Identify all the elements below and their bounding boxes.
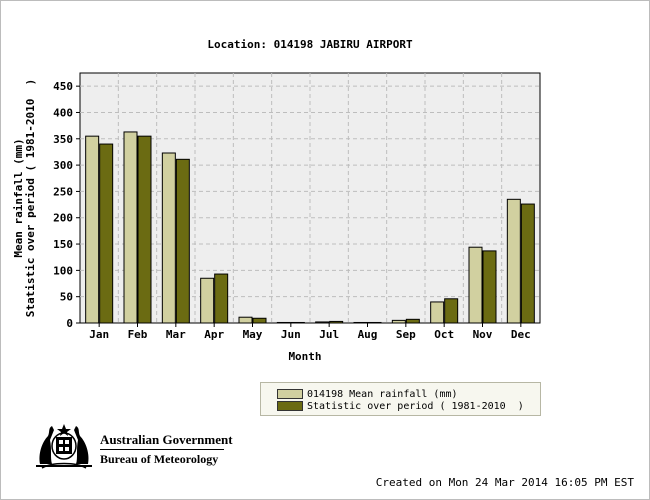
x-tick-label-dec: Dec — [511, 328, 531, 341]
bar-jun-statistic — [290, 321, 305, 324]
coat-of-arms-icon — [36, 424, 92, 469]
legend-label-statistic: Statistic over period ( 1981-2010 ) — [307, 400, 524, 412]
bar-jul-mean — [315, 321, 330, 324]
bar-jan-statistic — [99, 143, 114, 324]
y-tick-label: 200 — [53, 212, 73, 225]
bar-oct-statistic — [444, 298, 459, 324]
legend-swatch-statistic — [277, 401, 303, 411]
legend-item-mean: 014198 Mean rainfall (mm) — [277, 388, 458, 400]
x-tick-label-aug: Aug — [358, 328, 378, 341]
bar-mar-statistic — [175, 158, 190, 324]
chart-title: Location: 014198 JABIRU AIRPORT — [207, 38, 413, 51]
legend-swatch-mean — [277, 389, 303, 399]
bar-dec-statistic — [520, 203, 535, 324]
agency-name: Bureau of Meteorology — [100, 452, 219, 466]
x-tick-label-may: May — [243, 328, 263, 341]
y-axis-ticks: 0 50 100 150 200 250 300 350 400 450 — [53, 80, 80, 330]
legend: 014198 Mean rainfall (mm) Statistic over… — [260, 382, 541, 416]
bar-apr-statistic — [214, 273, 229, 324]
bar-sep-mean — [391, 319, 406, 324]
x-tick-label-oct: Oct — [434, 328, 454, 341]
y-tick-label: 450 — [53, 80, 73, 93]
bar-may-statistic — [252, 317, 267, 324]
legend-item-statistic: Statistic over period ( 1981-2010 ) — [277, 400, 524, 412]
created-timestamp: Created on Mon 24 Mar 2014 16:05 PM EST — [375, 476, 634, 489]
logo-divider — [100, 449, 224, 450]
x-tick-label-nov: Nov — [473, 328, 493, 341]
x-tick-label-jan: Jan — [89, 328, 109, 341]
y-tick-label: 0 — [66, 317, 73, 330]
y-tick-label: 400 — [53, 106, 73, 119]
bar-jun-mean — [276, 321, 291, 324]
y-tick-label: 150 — [53, 238, 73, 251]
y-axis-label-line1: Mean rainfall (mm) — [12, 138, 25, 257]
x-tick-label-jul: Jul — [319, 328, 339, 341]
y-tick-label: 250 — [53, 185, 73, 198]
bar-apr-mean — [200, 277, 215, 324]
legend-label-mean: 014198 Mean rainfall (mm) — [307, 388, 458, 400]
bar-sep-statistic — [405, 318, 420, 324]
bars — [85, 131, 535, 324]
bar-dec-mean — [506, 198, 521, 324]
y-tick-label: 100 — [53, 264, 73, 277]
bar-nov-mean — [468, 246, 483, 324]
bar-jan-mean — [85, 135, 100, 324]
bar-feb-mean — [123, 131, 138, 324]
bar-feb-statistic — [137, 135, 152, 324]
x-tick-label-mar: Mar — [166, 328, 186, 341]
x-tick-label-apr: Apr — [204, 328, 224, 341]
plot-area — [79, 72, 541, 324]
x-axis-ticks: Jan Feb Mar Apr May Jun Jul Aug Sep Oct Nov Dec — [89, 323, 531, 341]
y-tick-label: 300 — [53, 159, 73, 172]
bar-aug-mean — [353, 321, 368, 324]
bar-may-mean — [238, 316, 253, 324]
x-tick-label-sep: Sep — [396, 328, 416, 341]
bar-jul-statistic — [329, 320, 344, 324]
bar-nov-statistic — [482, 250, 497, 324]
government-name: Australian Government — [100, 432, 233, 447]
bar-aug-statistic — [367, 321, 382, 324]
bar-mar-mean — [161, 152, 176, 324]
y-tick-label: 50 — [60, 291, 73, 304]
government-logo: Australian Government Bureau of Meteorol… — [32, 420, 233, 472]
x-tick-label-feb: Feb — [128, 328, 148, 341]
bar-oct-mean — [430, 301, 445, 324]
y-axis-label-line2: Statistic over period ( 1981-2010 ) — [24, 79, 37, 317]
x-tick-label-jun: Jun — [281, 328, 301, 341]
y-tick-label: 350 — [53, 133, 73, 146]
x-axis-label: Month — [288, 350, 321, 363]
